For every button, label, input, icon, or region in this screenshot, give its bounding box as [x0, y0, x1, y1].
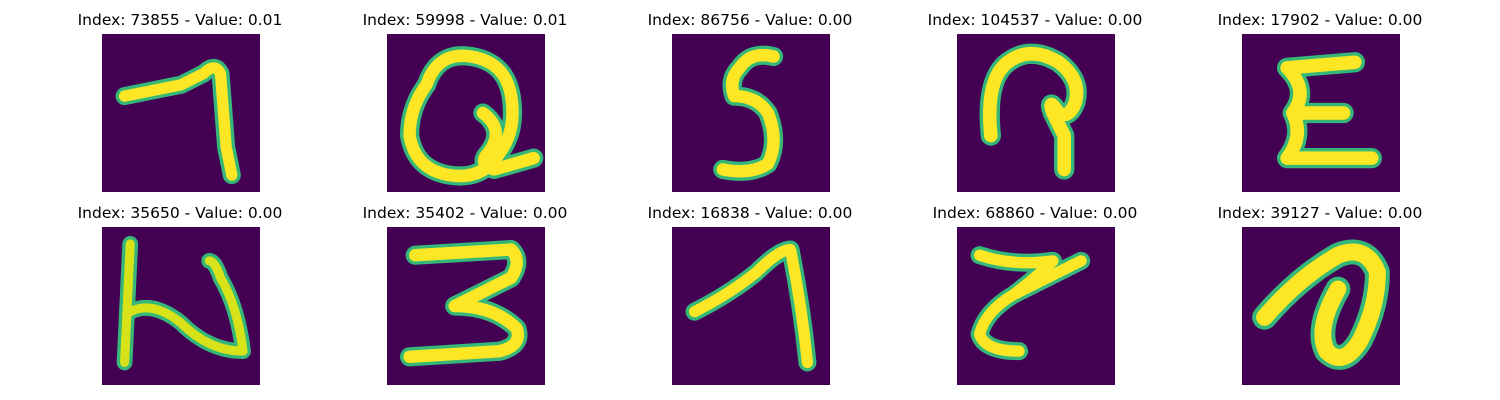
panel-title: Index: 73855 - Value: 0.01 [77, 11, 283, 29]
panel-title: Index: 68860 - Value: 0.00 [932, 204, 1138, 222]
panel-title: Index: 35650 - Value: 0.00 [77, 204, 283, 222]
panel-2: Index: 59998 - Value: 0.01 [315, 0, 615, 192]
digit-image [672, 34, 830, 192]
handwritten-glyph-one [685, 240, 817, 372]
digit-image [102, 34, 260, 192]
digit-image [957, 227, 1115, 385]
panel-title: Index: 16838 - Value: 0.00 [647, 204, 853, 222]
handwritten-glyph-n [116, 236, 251, 371]
handwritten-glyph-hook [979, 43, 1087, 180]
digit-image [957, 34, 1115, 192]
digit-image [102, 227, 260, 385]
panel-3: Index: 86756 - Value: 0.00 [600, 0, 900, 192]
panel-9: Index: 68860 - Value: 0.00 [885, 193, 1185, 385]
handwritten-glyph-sigma [1276, 52, 1382, 169]
panel-title: Index: 86756 - Value: 0.00 [647, 11, 853, 29]
handwritten-glyph-seven [115, 58, 241, 185]
panel-6: Index: 35650 - Value: 0.00 [30, 193, 330, 385]
panel-8: Index: 16838 - Value: 0.00 [600, 193, 900, 385]
handwritten-glyph-three [399, 239, 528, 367]
panel-4: Index: 104537 - Value: 0.00 [885, 0, 1185, 192]
handwritten-glyph-z [970, 246, 1091, 361]
panel-title: Index: 104537 - Value: 0.00 [927, 11, 1143, 29]
panel-title: Index: 35402 - Value: 0.00 [362, 204, 568, 222]
digit-image [1242, 34, 1400, 192]
panel-title: Index: 17902 - Value: 0.00 [1217, 11, 1423, 29]
handwritten-glyph-loop [399, 46, 544, 186]
handwritten-glyph-five [713, 45, 784, 181]
digit-image [387, 227, 545, 385]
digit-image [672, 227, 830, 385]
handwritten-glyph-a [1252, 239, 1390, 370]
panel-5: Index: 17902 - Value: 0.00 [1170, 0, 1470, 192]
digit-image [1242, 227, 1400, 385]
panel-title: Index: 59998 - Value: 0.01 [362, 11, 568, 29]
panel-1: Index: 73855 - Value: 0.01 [30, 0, 330, 192]
panel-title: Index: 39127 - Value: 0.00 [1217, 204, 1423, 222]
panel-7: Index: 35402 - Value: 0.00 [315, 193, 615, 385]
panel-10: Index: 39127 - Value: 0.00 [1170, 193, 1470, 385]
digit-image [387, 34, 545, 192]
